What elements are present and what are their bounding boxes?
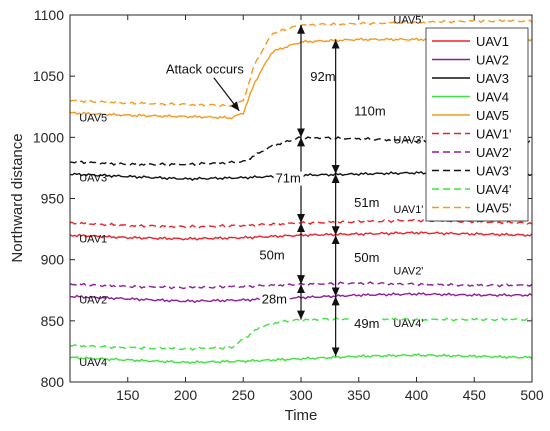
legend-label: UAV5 [476, 108, 509, 123]
x-tick-label: 250 [232, 387, 256, 403]
attack-arrow [213, 77, 240, 112]
legend-label: UAV1 [476, 34, 509, 49]
distance-label-bg [257, 248, 288, 263]
line-label: UAV5 [79, 112, 107, 124]
x-tick-label: 200 [174, 387, 198, 403]
legend-label: UAV4' [476, 182, 511, 197]
x-tick-label: 350 [347, 387, 371, 403]
tick-layer: 150 200 250 300 350 400 450 500 800 850 900 950 1000… [33, 7, 544, 403]
distance-label: 49m [354, 316, 379, 331]
legend-label: UAV4 [476, 90, 509, 105]
line-label: UAV2 [79, 295, 107, 307]
line-label: UAV4' [393, 318, 423, 330]
y-axis-label: Northward distance [9, 133, 26, 262]
legend: UAV1 UAV2 UAV3 UAV4 UAV5 UAV1' UAV2' UAV3' UAV4'… [425, 27, 529, 222]
distance-label-bg [352, 251, 383, 266]
line-label: UAV1 [79, 234, 107, 246]
distance-label: 50m [259, 248, 284, 263]
series-line-uav4 [69, 353, 533, 365]
x-axis-label: Time [285, 407, 318, 424]
x-tick-label: 150 [116, 387, 140, 403]
x-tick-label: 300 [289, 387, 313, 403]
distance-label: 71m [276, 171, 301, 186]
y-tick-label: 1050 [33, 68, 64, 84]
distance-label: 50m [354, 250, 379, 265]
series-line-uav4-prime [69, 316, 533, 351]
distance-label: 110m [354, 103, 386, 118]
distance-label-bg [259, 292, 290, 307]
attack-label: Attack occurs [166, 62, 245, 77]
line-label: UAV2' [393, 265, 423, 277]
x-tick-label: 400 [405, 387, 429, 403]
y-tick-label: 1100 [34, 7, 64, 23]
legend-label: UAV2 [476, 53, 509, 68]
line-label: UAV3' [393, 134, 423, 146]
distance-label-bg [308, 70, 339, 85]
line-label: UAV4 [79, 357, 107, 369]
x-tick-label: 450 [463, 387, 487, 403]
distance-label: 92m [310, 69, 335, 84]
legend-label: UAV3' [476, 164, 511, 179]
distance-label: 51m [354, 195, 379, 210]
distance-label-bg [352, 196, 383, 211]
distance-label: 28m [262, 292, 287, 307]
line-label: UAV5' [393, 15, 423, 27]
legend-label: UAV2' [476, 145, 511, 160]
legend-label: UAV5' [476, 201, 511, 216]
legend-label: UAV3 [476, 71, 509, 86]
annotation-layer: 92m 110m 71m 51m 50m 50m 28m 49m Attack occurs [166, 24, 386, 357]
distance-label-bg [273, 171, 304, 186]
y-tick-label: 850 [41, 313, 65, 329]
y-tick-label: 1000 [33, 129, 64, 145]
line-label: UAV3 [79, 172, 107, 184]
distance-label-bg [352, 317, 383, 332]
y-tick-label: 800 [41, 374, 65, 390]
y-tick-label: 900 [41, 252, 65, 268]
legend-label: UAV1' [476, 127, 511, 142]
y-tick-label: 950 [41, 191, 65, 207]
line-label: UAV1' [393, 204, 423, 216]
x-tick-label: 500 [520, 387, 544, 403]
distance-label-bg [352, 104, 383, 119]
